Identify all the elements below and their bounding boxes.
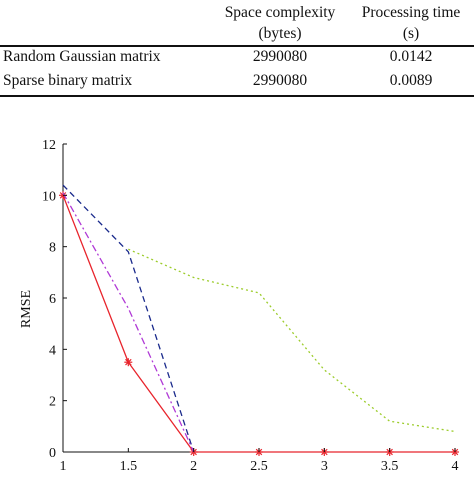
y-tick-label: 10 — [42, 189, 56, 204]
x-tick-label: 4 — [452, 459, 459, 474]
y-tick-label: 8 — [49, 241, 56, 256]
x-tick-label: 2 — [190, 459, 197, 474]
y-tick-label: 6 — [49, 292, 56, 307]
header-time-line1: Processing time — [361, 4, 461, 21]
row1-space: 2990080 — [252, 48, 308, 65]
series-line-2 — [62, 192, 195, 453]
x-tick-label: 2.5 — [250, 459, 268, 474]
x-tick-label: 1.5 — [120, 459, 138, 474]
series-0-point — [124, 358, 133, 367]
y-tick-label: 0 — [49, 446, 56, 461]
header-time-line2: (s) — [402, 25, 420, 42]
table-header-rule — [0, 45, 474, 47]
row2-time: 0.0089 — [389, 72, 433, 89]
x-tick-label: 3.5 — [381, 459, 399, 474]
series-line-3 — [128, 248, 456, 433]
y-tick-label: 12 — [42, 138, 56, 153]
y-tick-label: 4 — [49, 343, 56, 358]
y-tick-label: 2 — [49, 395, 56, 410]
comparison-table: Space complexity (bytes) Processing time… — [0, 0, 474, 100]
row2-space: 2990080 — [252, 72, 308, 89]
y-axis-label: RMSE — [19, 290, 34, 328]
header-space-line1: Space complexity — [224, 4, 336, 21]
row2-label: Sparse binary matrix — [3, 72, 133, 89]
table-bottom-rule — [0, 95, 474, 97]
row1-label: Random Gaussian matrix — [3, 48, 161, 65]
series-line-0 — [62, 195, 455, 453]
x-tick-label: 3 — [321, 459, 328, 474]
header-space-line2: (bytes) — [258, 25, 302, 42]
row1-time: 0.0142 — [389, 48, 433, 65]
series-line-1 — [62, 184, 195, 453]
x-tick-label: 1 — [60, 459, 67, 474]
